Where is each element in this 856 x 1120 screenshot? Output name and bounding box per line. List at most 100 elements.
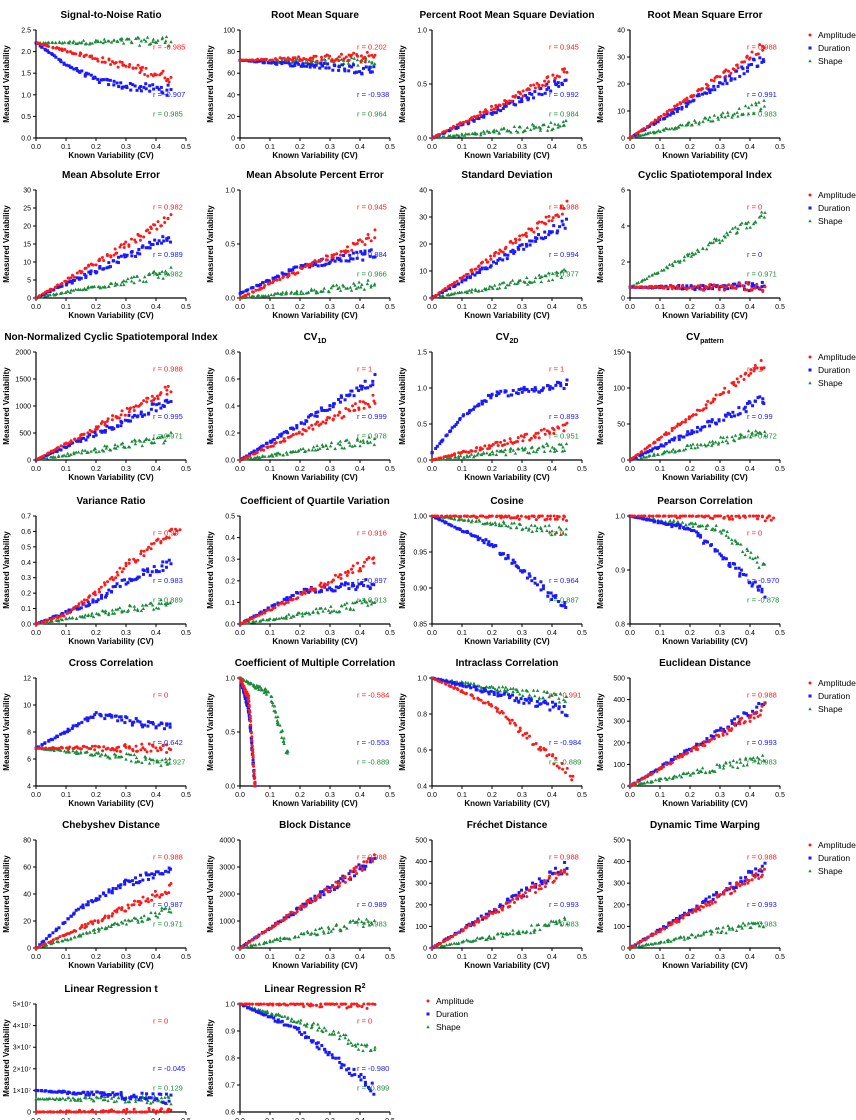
- data-point-shape: [511, 448, 516, 452]
- x-axis-label: Known Variability (CV): [272, 799, 358, 808]
- data-point-shape: [470, 518, 474, 522]
- x-tick-label: 0.1: [265, 630, 275, 637]
- data-point-shape: [73, 750, 77, 754]
- correlation-label-shape: r = 0.913: [357, 595, 387, 604]
- data-point-duration: [314, 411, 318, 415]
- data-point-duration: [551, 594, 555, 598]
- data-point-shape: [82, 286, 87, 290]
- data-point-shape: [118, 605, 122, 610]
- data-point-amplitude: [165, 388, 169, 392]
- data-point-shape: [72, 39, 76, 43]
- data-point-shape: [685, 443, 690, 447]
- data-point-shape: [734, 539, 738, 543]
- data-point-duration: [64, 446, 68, 450]
- x-tick-label: 0.5: [775, 304, 785, 311]
- data-point-shape: [104, 446, 109, 450]
- data-point-amplitude: [552, 431, 556, 435]
- data-point-amplitude: [706, 285, 710, 289]
- data-point-duration: [291, 64, 295, 68]
- data-point-shape: [529, 128, 533, 132]
- data-point-amplitude: [95, 427, 99, 431]
- y-tick-label: 0.5: [21, 544, 31, 551]
- y-axis-label: Measured Variability: [206, 531, 215, 609]
- data-point-shape: [296, 448, 301, 453]
- data-point-duration: [558, 381, 562, 385]
- data-point-duration: [52, 288, 56, 292]
- data-point-shape: [102, 37, 107, 41]
- data-point-shape: [338, 442, 342, 447]
- y-tick-label: 10: [23, 703, 31, 710]
- data-point-shape: [662, 128, 666, 132]
- y-tick-label: 0.6: [21, 529, 31, 536]
- x-tick-label: 0.4: [151, 466, 161, 473]
- data-point-duration: [131, 415, 135, 419]
- data-point-duration: [337, 68, 341, 72]
- data-point-shape: [93, 753, 97, 757]
- data-point-amplitude: [136, 63, 140, 67]
- data-point-shape: [491, 452, 495, 456]
- data-point-amplitude: [647, 514, 651, 518]
- data-point-duration: [291, 594, 295, 598]
- data-point-shape: [362, 597, 366, 601]
- data-point-duration: [698, 533, 702, 537]
- data-point-amplitude: [173, 532, 177, 536]
- data-point-shape: [501, 519, 506, 523]
- data-point-duration: [325, 588, 329, 592]
- data-point-shape: [129, 279, 134, 283]
- data-point-shape: [292, 614, 296, 618]
- data-point-amplitude: [372, 561, 376, 565]
- data-point-shape: [726, 441, 730, 445]
- data-point-duration: [146, 246, 150, 250]
- data-point-duration: [93, 430, 97, 434]
- data-point-duration: [86, 719, 90, 723]
- data-point-duration: [430, 450, 434, 454]
- data-point-duration: [688, 100, 692, 104]
- data-point-duration: [313, 590, 317, 594]
- data-point-amplitude: [93, 748, 97, 752]
- data-point-shape: [75, 41, 79, 45]
- y-tick-label: 60: [227, 71, 235, 78]
- data-point-amplitude: [521, 233, 525, 237]
- data-point-duration: [509, 250, 513, 254]
- data-point-shape: [62, 453, 66, 457]
- data-point-duration: [293, 61, 297, 65]
- data-point-amplitude: [47, 45, 51, 49]
- data-point-shape: [515, 525, 519, 529]
- data-point-amplitude: [124, 564, 128, 568]
- data-point-amplitude: [521, 439, 525, 443]
- data-point-shape: [139, 608, 144, 613]
- data-point-duration: [119, 715, 123, 719]
- data-point-shape: [748, 555, 752, 559]
- data-point-shape: [53, 455, 57, 459]
- x-tick-label: 0.4: [355, 304, 365, 311]
- data-point-amplitude: [670, 426, 674, 430]
- data-point-shape: [333, 446, 337, 450]
- data-point-amplitude: [82, 432, 86, 436]
- data-point-duration: [260, 444, 264, 448]
- data-point-duration: [351, 257, 355, 261]
- data-point-shape: [522, 448, 527, 452]
- data-point-amplitude: [244, 455, 248, 459]
- data-point-amplitude: [517, 517, 521, 521]
- data-point-amplitude: [34, 296, 38, 300]
- data-point-duration: [84, 71, 88, 75]
- data-point-amplitude: [529, 83, 533, 87]
- data-point-shape: [349, 288, 354, 292]
- data-point-shape: [735, 110, 739, 114]
- data-point-duration: [77, 69, 81, 73]
- data-point-shape: [744, 221, 749, 226]
- correlation-label-amplitude: r = 0.988: [549, 202, 579, 211]
- data-point-duration: [544, 236, 548, 240]
- data-point-amplitude: [702, 288, 706, 292]
- data-point-shape: [281, 290, 285, 294]
- data-point-shape: [726, 233, 730, 237]
- data-point-shape: [293, 449, 298, 454]
- data-point-shape: [345, 286, 350, 290]
- data-point-duration: [713, 88, 717, 92]
- data-point-shape: [336, 286, 340, 291]
- x-axis-label: Known Variability (CV): [68, 473, 154, 482]
- data-point-shape: [505, 128, 510, 132]
- data-point-amplitude: [372, 399, 376, 403]
- data-point-shape: [84, 41, 89, 45]
- data-point-duration: [372, 583, 376, 587]
